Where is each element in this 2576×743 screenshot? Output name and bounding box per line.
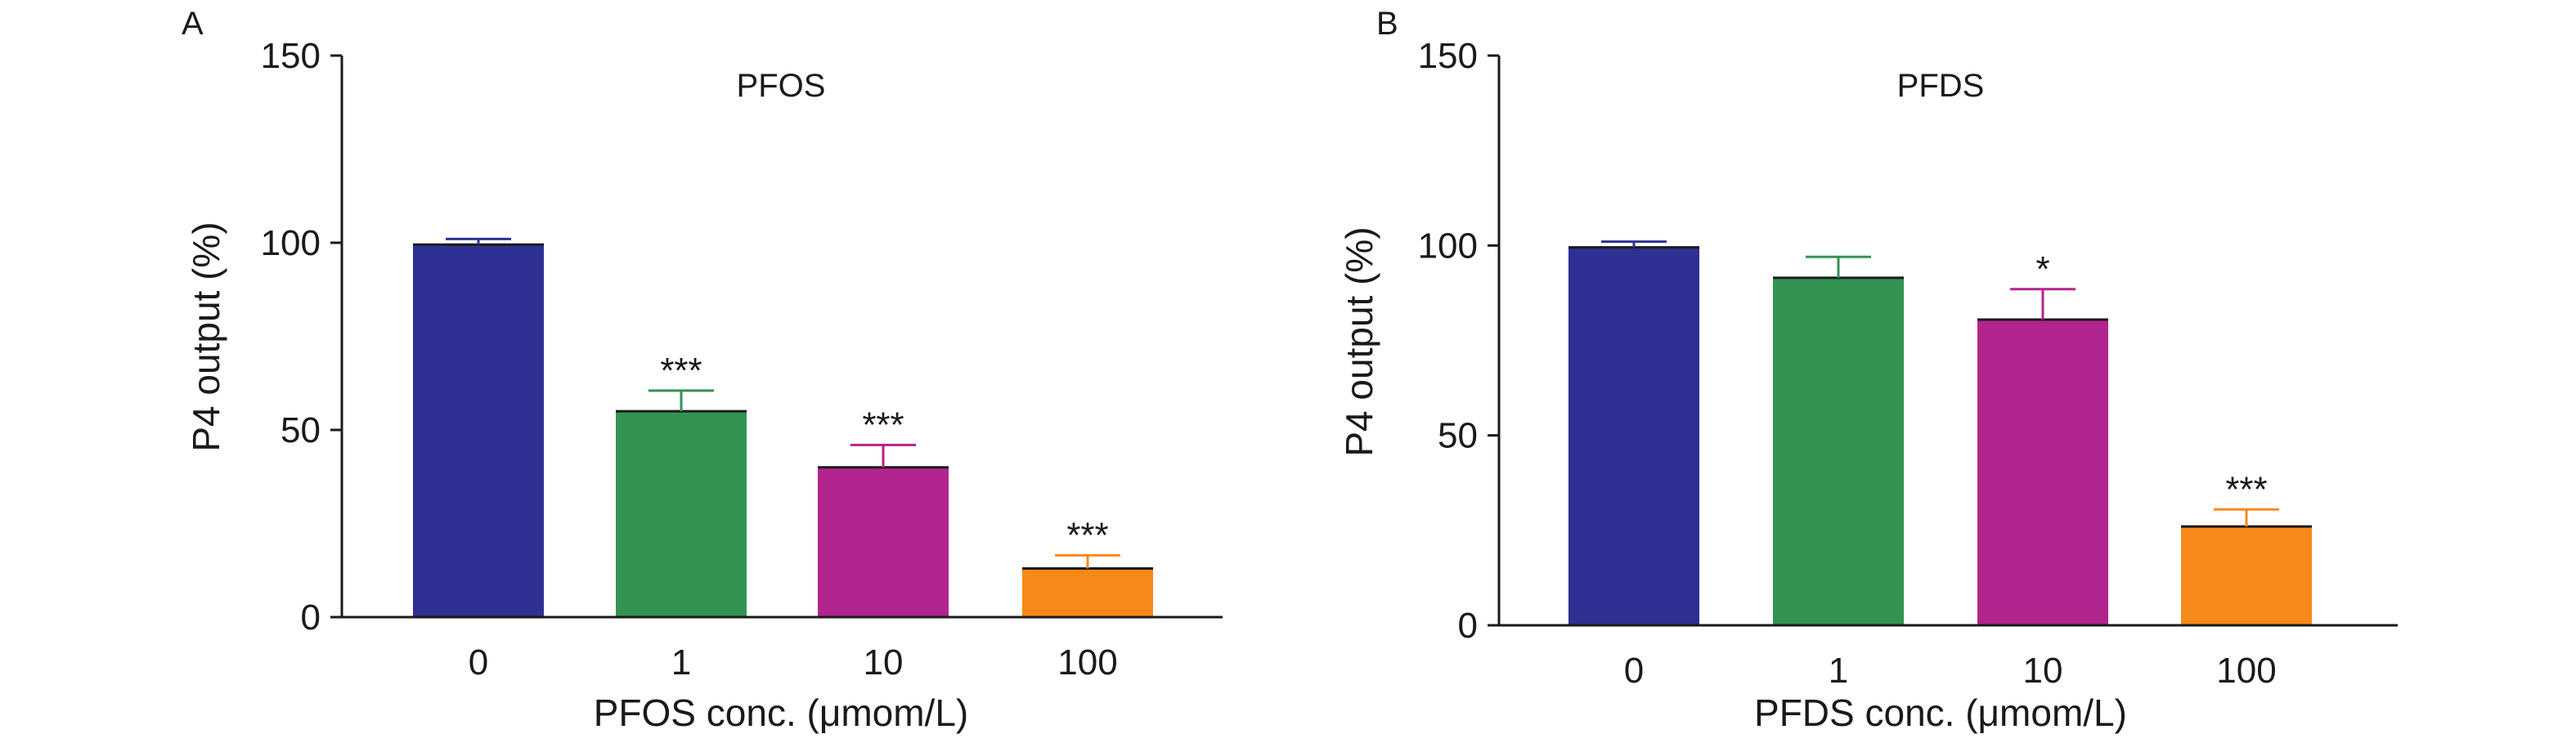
y-tick-label: 50 bbox=[1438, 416, 1478, 456]
chart-title: PFDS bbox=[1897, 68, 1985, 104]
significance-label: *** bbox=[1066, 515, 1108, 555]
y-ticks: 0 50 100 150 bbox=[1418, 36, 1499, 646]
bar bbox=[1773, 277, 1904, 625]
panel-b: B PFDS P4 output (%) PFDS conc. (μmom/L)… bbox=[1338, 6, 2398, 734]
significance-label: *** bbox=[660, 351, 702, 391]
y-ticks: 0 50 100 150 bbox=[261, 36, 342, 638]
x-axis-label: PFOS conc. (μmom/L) bbox=[594, 692, 968, 734]
x-axis-label: PFDS conc. (μmom/L) bbox=[1754, 692, 2127, 734]
panel-label: A bbox=[182, 6, 204, 42]
x-tick-label: 100 bbox=[2216, 651, 2276, 691]
panel-label: B bbox=[1376, 6, 1398, 42]
y-tick-label: 100 bbox=[1418, 226, 1478, 266]
y-axis-label: P4 output (%) bbox=[185, 222, 227, 451]
x-tick-label: 1 bbox=[1829, 651, 1848, 691]
x-tick-label: 100 bbox=[1057, 642, 1117, 683]
chart-title: PFOS bbox=[737, 68, 826, 104]
x-tick-label: 0 bbox=[1624, 651, 1644, 691]
significance-label: *** bbox=[2225, 469, 2267, 509]
x-tick-label: 1 bbox=[671, 642, 691, 683]
y-tick-label: 50 bbox=[280, 410, 321, 450]
y-tick-label: 100 bbox=[261, 223, 321, 263]
y-tick-label: 0 bbox=[1458, 606, 1478, 646]
y-tick-label: 150 bbox=[1418, 36, 1478, 76]
significance-label: *** bbox=[862, 405, 904, 445]
y-tick-label: 0 bbox=[301, 598, 321, 638]
bar bbox=[1977, 319, 2108, 625]
y-tick-label: 150 bbox=[261, 36, 321, 76]
bar bbox=[2181, 526, 2312, 625]
bar bbox=[818, 467, 949, 617]
bar bbox=[1568, 247, 1699, 625]
x-tick-label: 10 bbox=[2023, 651, 2063, 691]
bars: *** *** *** bbox=[413, 237, 1153, 617]
bars: **** bbox=[1568, 240, 2312, 625]
panel-a: A PFOS P4 output (%) PFOS conc. (μmom/L)… bbox=[182, 6, 1223, 734]
y-axis-label: P4 output (%) bbox=[1338, 226, 1380, 456]
x-ticks: 0 1 10 100 bbox=[469, 642, 1118, 683]
bar bbox=[413, 244, 544, 617]
bar bbox=[616, 411, 747, 617]
significance-label: * bbox=[2035, 249, 2049, 289]
x-ticks: 0 1 10 100 bbox=[1624, 651, 2277, 691]
x-tick-label: 0 bbox=[469, 642, 488, 683]
bar bbox=[1022, 568, 1153, 617]
x-tick-label: 10 bbox=[864, 642, 904, 683]
